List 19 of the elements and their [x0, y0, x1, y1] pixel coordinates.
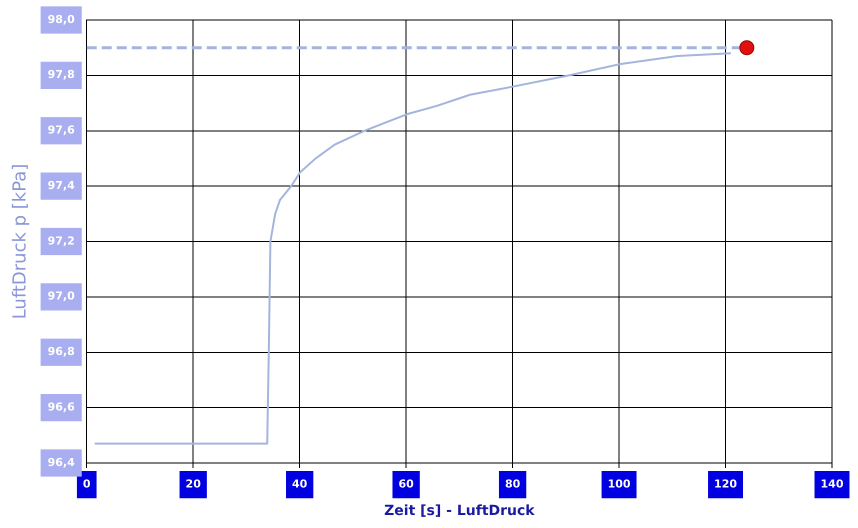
- y-tick-label: 97,2: [48, 234, 75, 248]
- y-tick-label: 96,6: [48, 400, 76, 414]
- x-axis-title: Zeit [s] - LuftDruck: [384, 503, 536, 520]
- x-tick-label: 100: [608, 477, 631, 490]
- y-tick-label: 98,0: [48, 12, 76, 26]
- y-tick-label: 97,4: [48, 178, 76, 192]
- x-tick-label: 60: [398, 477, 414, 490]
- y-axis-title: LuftDruck p [kPa]: [9, 164, 30, 320]
- x-tick-label: 0: [82, 477, 91, 490]
- y-tick-label: 97,0: [48, 290, 76, 303]
- x-tick-label: 20: [186, 477, 202, 490]
- y-tick-label: 97,6: [48, 124, 76, 137]
- y-tick-label: 96,4: [48, 456, 76, 469]
- y-tick-label: 96,8: [48, 345, 75, 358]
- x-tick-label: 140: [820, 477, 844, 490]
- x-tick-label: 120: [714, 477, 738, 490]
- x-tick-label: 40: [292, 477, 308, 490]
- x-tick-label: 80: [504, 477, 521, 490]
- y-tick-label: 97,8: [48, 68, 75, 82]
